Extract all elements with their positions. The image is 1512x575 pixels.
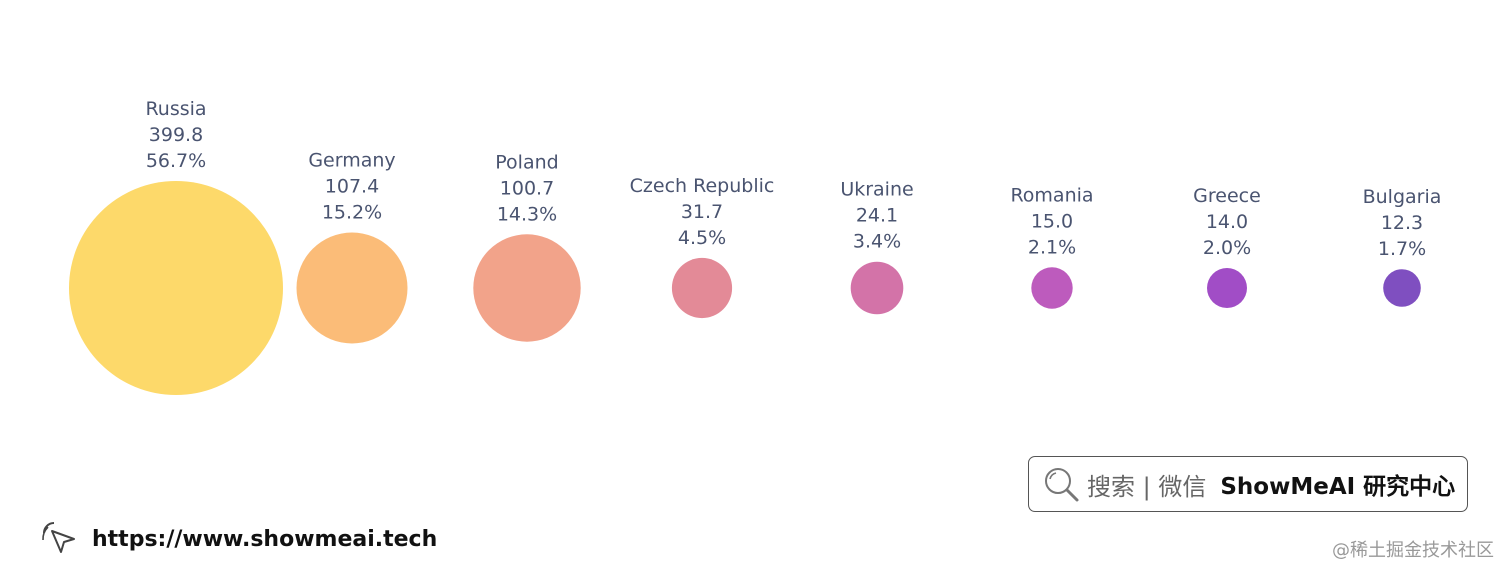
bubble-chart: Russia 399.8 56.7% Germany 107.4 15.2% Poland 1…	[69, 98, 1441, 395]
percent-label: 14.3%	[497, 203, 557, 225]
country-label: Russia	[145, 98, 206, 120]
bubble-group	[69, 181, 1421, 395]
value-label: 12.3	[1381, 212, 1423, 234]
bubble-czech-republic[interactable]	[671, 257, 733, 319]
country-label: Bulgaria	[1363, 186, 1442, 208]
country-label: Greece	[1193, 185, 1261, 207]
search-icon	[1041, 464, 1081, 504]
country-label: Poland	[495, 151, 558, 173]
country-label: Romania	[1010, 184, 1093, 206]
percent-label: 2.1%	[1028, 236, 1076, 258]
percent-label: 2.0%	[1203, 237, 1251, 259]
country-label: Germany	[308, 150, 395, 172]
percent-label: 56.7%	[146, 150, 206, 172]
value-label: 399.8	[149, 124, 203, 146]
country-label: Czech Republic	[630, 175, 775, 197]
search-brand: ShowMeAI 研究中心	[1220, 474, 1456, 500]
search-box[interactable]: 搜索 | 微信 ShowMeAI 研究中心	[1028, 456, 1468, 512]
bubble-greece[interactable]	[1207, 268, 1247, 308]
bubble-poland[interactable]	[473, 234, 581, 342]
value-label: 15.0	[1031, 210, 1073, 232]
percent-label: 4.5%	[678, 227, 726, 249]
site-link[interactable]: https://www.showmeai.tech	[40, 518, 437, 560]
bubble-bulgaria[interactable]	[1383, 269, 1421, 307]
percent-label: 15.2%	[322, 202, 382, 224]
watermark: @稀土掘金技术社区	[1332, 540, 1494, 561]
value-label: 31.7	[681, 201, 723, 223]
bubble-germany[interactable]	[296, 232, 408, 344]
value-label: 107.4	[325, 176, 379, 198]
value-label: 14.0	[1206, 211, 1248, 233]
percent-label: 3.4%	[853, 231, 901, 253]
site-url[interactable]: https://www.showmeai.tech	[92, 526, 438, 552]
percent-label: 1.7%	[1378, 238, 1426, 260]
search-hint: 搜索 | 微信	[1087, 472, 1207, 501]
value-label: 100.7	[500, 177, 554, 199]
bubble-romania[interactable]	[1031, 267, 1073, 309]
country-label: Ukraine	[840, 179, 913, 201]
bubble-ukraine[interactable]	[850, 261, 904, 315]
bubble-russia[interactable]	[69, 181, 283, 395]
cursor-click-icon	[40, 519, 80, 559]
label-group: Russia 399.8 56.7% Germany 107.4 15.2% Poland 1…	[145, 98, 1441, 260]
value-label: 24.1	[856, 205, 898, 227]
